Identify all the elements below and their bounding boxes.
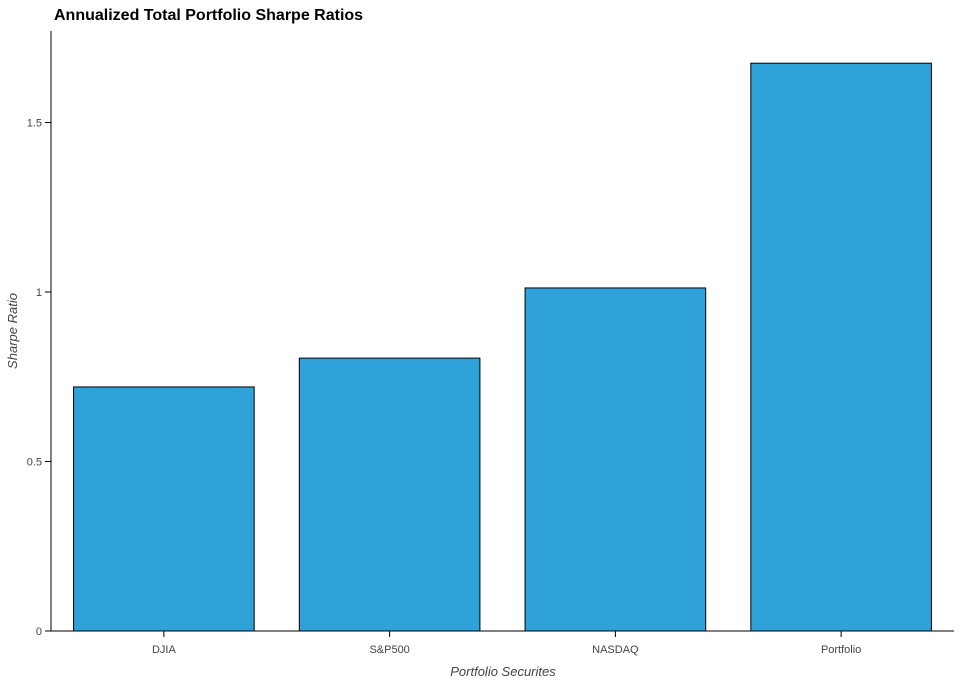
y-tick-label: 1 <box>36 287 42 299</box>
x-tick-label: NASDAQ <box>592 644 639 656</box>
bar-portfolio <box>750 62 932 632</box>
x-ticks-group: DJIA S&P500 NASDAQ Portfolio <box>152 631 861 656</box>
y-tick-label: 1.5 <box>27 118 42 130</box>
chart-title: Annualized Total Portfolio Sharpe Ratios <box>54 7 364 24</box>
x-tick-label: S&P500 <box>369 644 409 656</box>
bars-group <box>73 62 932 632</box>
y-tick-label: 0 <box>36 626 42 638</box>
x-tick-label: DJIA <box>152 644 177 656</box>
y-ticks-group: 0 0.5 1 1.5 <box>27 118 51 638</box>
y-tick-label: 0.5 <box>27 457 42 469</box>
bar-s-p500 <box>298 357 481 632</box>
bar-nasdaq <box>524 287 707 632</box>
bar-djia <box>73 386 255 632</box>
x-axis-title: Portfolio Securites <box>450 664 556 679</box>
y-axis-title: Sharpe Ratio <box>5 293 20 369</box>
x-tick-label: Portfolio <box>821 644 861 656</box>
